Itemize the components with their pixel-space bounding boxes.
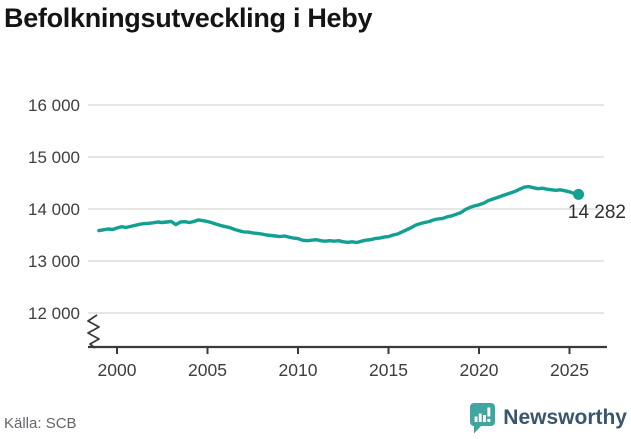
bar-icon-medium xyxy=(479,413,482,422)
y-tick-label: 15 000 xyxy=(28,148,80,167)
axis-break-zigzag-icon xyxy=(87,314,100,349)
latest-value-label: 14 282 xyxy=(568,202,626,223)
y-tick-label: 16 000 xyxy=(28,96,80,115)
y-tick-label: 13 000 xyxy=(28,252,80,271)
x-tick-label: 2010 xyxy=(279,360,318,380)
exclamation-dot-icon xyxy=(487,418,491,423)
y-tick-label: 14 000 xyxy=(28,200,80,219)
x-tick-label: 2025 xyxy=(550,360,589,380)
x-tick-label: 2020 xyxy=(460,360,499,380)
speech-bubble-tail xyxy=(474,424,484,434)
x-tick-label: 2015 xyxy=(369,360,408,380)
y-tick-label: 12 000 xyxy=(28,304,80,323)
population-series-line xyxy=(97,184,581,245)
chart-title: Befolkningsutveckling i Heby xyxy=(4,3,373,33)
speech-bubble-shape xyxy=(470,403,496,426)
x-tick-label: 2005 xyxy=(188,360,227,380)
bar-icon-small xyxy=(474,416,478,422)
bar-icon-tall xyxy=(483,415,487,422)
x-tick-label: 2000 xyxy=(98,360,137,380)
newsworthy-chart-bubble-icon xyxy=(470,403,496,434)
latest-value-marker xyxy=(573,188,585,200)
exclamation-bar-icon xyxy=(487,407,491,417)
newsworthy-wordmark: Newsworthy xyxy=(503,406,627,429)
newsworthy-logo: Newsworthy xyxy=(469,402,627,434)
source-note: Källa: SCB xyxy=(4,415,77,432)
